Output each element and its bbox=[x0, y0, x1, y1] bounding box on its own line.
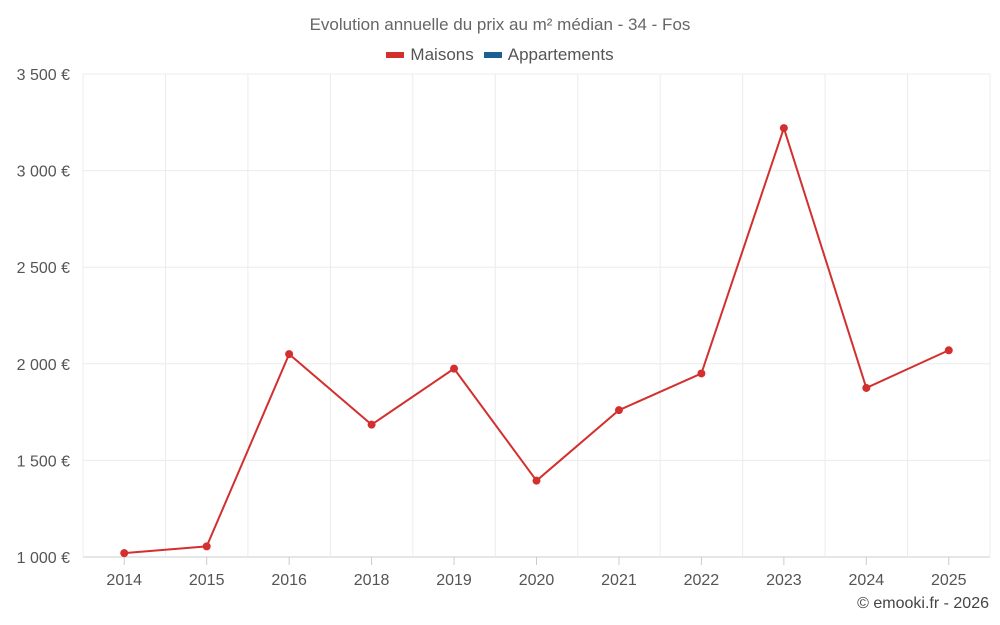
x-tick-label: 2025 bbox=[931, 572, 967, 589]
data-point bbox=[779, 124, 788, 133]
x-tick-label: 2020 bbox=[519, 572, 555, 589]
x-tick-label: 2023 bbox=[766, 572, 802, 589]
legend-item-appartements[interactable]: Appartements bbox=[483, 45, 614, 65]
y-tick-label: 1 000 € bbox=[17, 550, 70, 567]
data-point bbox=[862, 383, 871, 392]
y-tick-label: 2 000 € bbox=[17, 357, 70, 374]
data-point bbox=[202, 542, 211, 551]
y-tick-label: 3 000 € bbox=[17, 164, 70, 181]
data-point bbox=[532, 476, 541, 485]
chart-legend: Maisons Appartements bbox=[0, 45, 1000, 65]
legend-label-maisons: Maisons bbox=[410, 45, 474, 64]
copyright-credit: © emooki.fr - 2026 bbox=[857, 595, 989, 612]
data-point bbox=[614, 406, 623, 415]
data-point bbox=[120, 549, 129, 558]
x-tick-label: 2022 bbox=[684, 572, 720, 589]
legend-swatch-appartements bbox=[483, 52, 502, 58]
data-point bbox=[450, 364, 459, 373]
x-tick-label: 2015 bbox=[189, 572, 225, 589]
x-tick-label: 2018 bbox=[354, 572, 390, 589]
data-point bbox=[697, 369, 706, 378]
x-tick-label: 2014 bbox=[106, 572, 142, 589]
legend-item-maisons[interactable]: Maisons bbox=[386, 45, 474, 65]
legend-swatch-maisons bbox=[386, 52, 405, 58]
y-tick-label: 2 500 € bbox=[17, 260, 70, 277]
y-tick-label: 1 500 € bbox=[17, 453, 70, 470]
data-point bbox=[285, 350, 294, 359]
data-point bbox=[944, 346, 953, 355]
x-tick-label: 2019 bbox=[436, 572, 472, 589]
legend-label-appartements: Appartements bbox=[507, 45, 614, 64]
data-point bbox=[367, 420, 376, 429]
x-tick-label: 2024 bbox=[849, 572, 885, 589]
y-tick-label: 3 500 € bbox=[17, 67, 70, 84]
x-tick-label: 2016 bbox=[271, 572, 307, 589]
chart-title: Evolution annuelle du prix au m² médian … bbox=[309, 15, 691, 34]
x-tick-label: 2021 bbox=[601, 572, 637, 589]
